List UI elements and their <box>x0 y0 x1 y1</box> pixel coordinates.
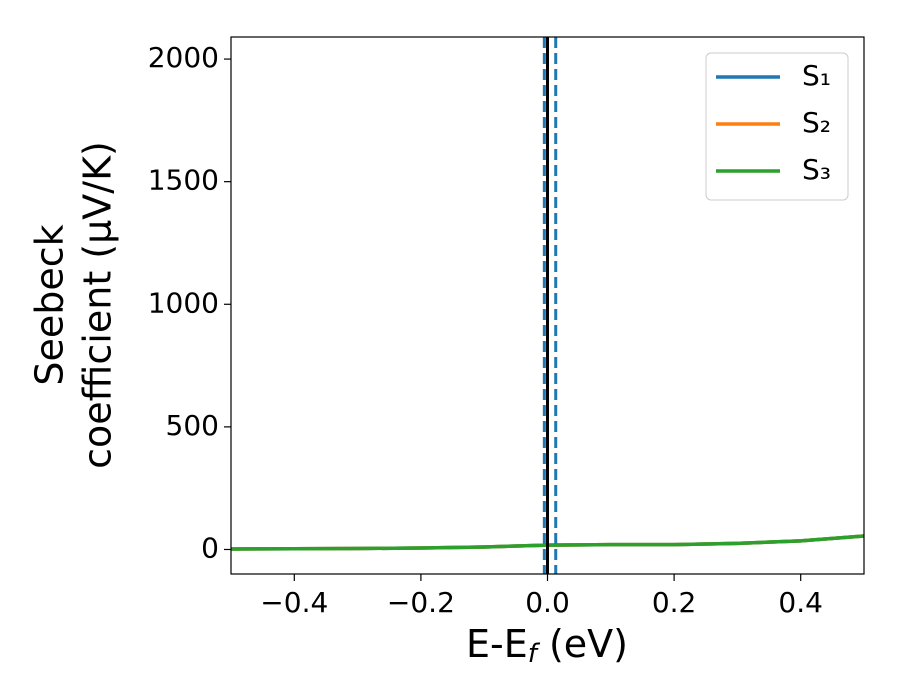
x-tick-label: 0.0 <box>525 586 570 619</box>
y-tick-label: 2000 <box>148 41 219 74</box>
y-axis-label: Seebeck <box>28 224 72 385</box>
legend-label: S₃ <box>802 153 831 186</box>
x-label-main: E-E <box>466 622 528 666</box>
y-tick-label: 500 <box>166 409 219 442</box>
x-axis-label: E-Ef (eV) <box>466 622 628 669</box>
legend-label: S₁ <box>802 59 831 92</box>
y-axis-label: coefficient (μV/K) <box>76 141 120 469</box>
y-tick-label: 0 <box>201 531 219 564</box>
legend-label: S₂ <box>802 106 831 139</box>
plot-frame <box>230 36 865 575</box>
x-tick-label: −0.4 <box>260 586 328 619</box>
x-tick-label: 0.4 <box>778 586 823 619</box>
x-tick-label: 0.2 <box>652 586 697 619</box>
y-tick-label: 1000 <box>148 286 219 319</box>
legend-box <box>705 52 849 201</box>
y-tick-label: 1500 <box>148 164 219 197</box>
x-tick-label: −0.2 <box>387 586 455 619</box>
x-label-rest: (eV) <box>537 622 628 666</box>
